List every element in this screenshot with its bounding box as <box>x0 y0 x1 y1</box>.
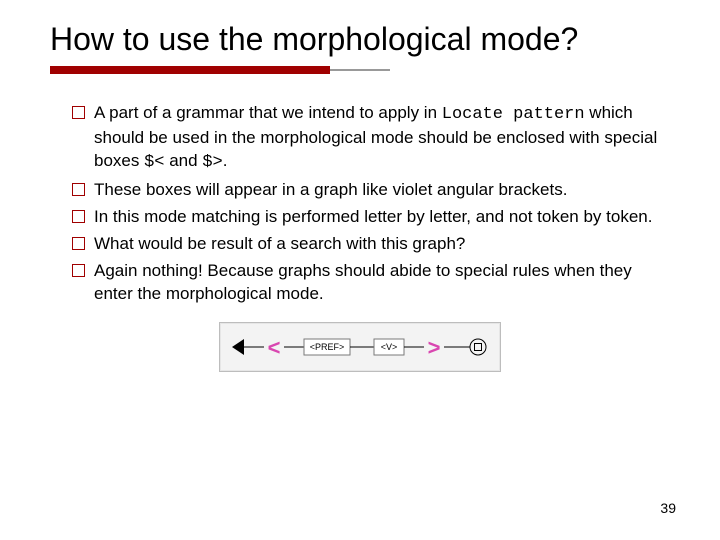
bullet-text: In this mode matching is performed lette… <box>94 207 652 226</box>
bullet-text: What would be result of a search with th… <box>94 234 465 253</box>
code-text: $< <box>144 153 164 172</box>
end-node-icon <box>470 339 486 355</box>
graph-node-label: <V> <box>381 342 398 352</box>
code-text: Locate pattern <box>442 105 585 124</box>
code-text: $> <box>202 153 222 172</box>
bracket-right-icon: > <box>428 335 441 360</box>
bullet-text: Again nothing! Because graphs should abi… <box>94 261 632 303</box>
title-underline <box>50 66 380 74</box>
bullet-item: In this mode matching is performed lette… <box>72 206 670 229</box>
bullet-item: What would be result of a search with th… <box>72 233 670 256</box>
bullet-item: These boxes will appear in a graph like … <box>72 179 670 202</box>
bullet-list: A part of a grammar that we intend to ap… <box>50 102 670 306</box>
bullet-item: A part of a grammar that we intend to ap… <box>72 102 670 175</box>
graph-node-label: <PREF> <box>310 342 345 352</box>
bullet-text: . <box>223 151 228 170</box>
page-number: 39 <box>660 500 676 516</box>
bullet-text: A part of a grammar that we intend to ap… <box>94 103 442 122</box>
bullet-item: Again nothing! Because graphs should abi… <box>72 260 670 306</box>
slide-title: How to use the morphological mode? <box>50 20 670 58</box>
bullet-text: These boxes will appear in a graph like … <box>94 180 567 199</box>
bullet-text: and <box>165 151 203 170</box>
graph-diagram: < <PREF> <V> > <box>219 322 501 372</box>
start-node-icon <box>232 339 244 355</box>
bracket-left-icon: < <box>268 335 281 360</box>
